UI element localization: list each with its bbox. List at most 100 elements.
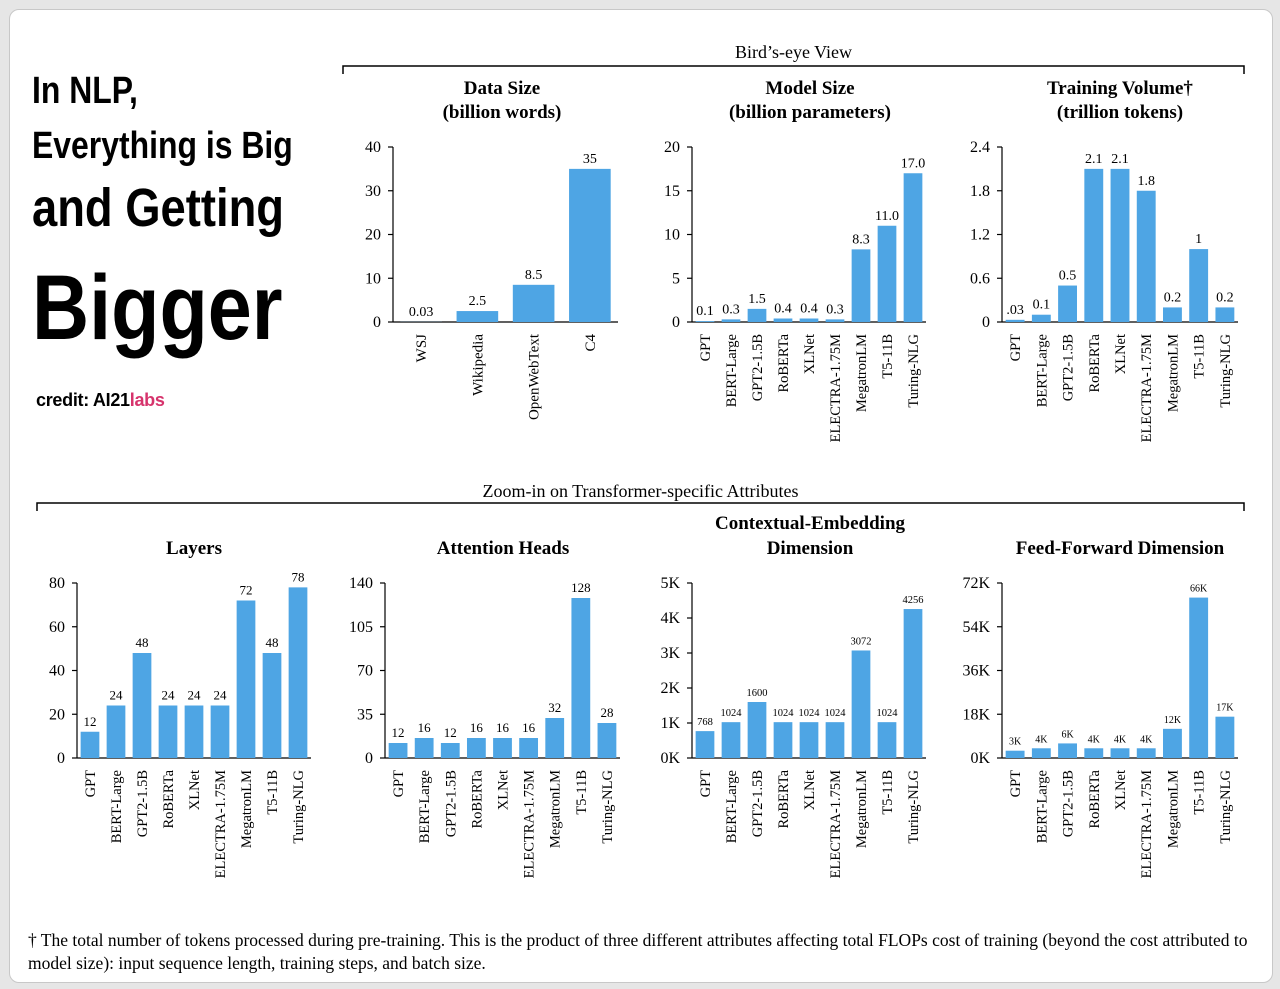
chart-5-ytick-label: 0K [660, 750, 680, 767]
chart-4-ytick-label: 70 [357, 663, 373, 680]
chart-1-bar [825, 319, 845, 322]
chart-1-title-line-0: Model Size [765, 78, 854, 99]
chart-6-category-label: GPT2-1.5B [1061, 770, 1077, 837]
headline-line-4: Bigger [32, 257, 283, 359]
chart-1-ytick-label: 5 [672, 270, 680, 287]
chart-4-value-label: 12 [392, 725, 405, 740]
chart-2-category-label: XLNet [1113, 334, 1129, 374]
chart-3-value-label: 24 [110, 688, 124, 703]
chart-4-ytick-label: 35 [357, 706, 373, 723]
chart-2-bar [1031, 314, 1051, 322]
section-bracket-bottom [36, 502, 1245, 511]
chart-6-category-label: GPT [1008, 770, 1024, 798]
chart-0-bar [456, 311, 499, 322]
chart-5-bar [721, 722, 741, 758]
chart-2-category-label: Turing-NLG [1218, 333, 1234, 407]
chart-0-value-label: 2.5 [469, 294, 487, 309]
chart-2-value-label: 0.5 [1059, 269, 1077, 284]
chart-4-value-label: 32 [548, 700, 561, 715]
chart-0-category-label: WSJ [414, 334, 430, 363]
chart-4-bar [388, 743, 408, 758]
chart-4-category-label: ELECTRA-1.75M [522, 770, 538, 878]
chart-3-ytick-label: 20 [49, 706, 65, 723]
chart-2-bar [1163, 307, 1182, 322]
chart-6-value-label: 3K [1009, 737, 1022, 748]
chart-6-category-label: Turing-NLG [1218, 769, 1234, 843]
chart-6-bar [1058, 743, 1077, 758]
chart-0-category-label: OpenWebText [527, 333, 543, 420]
chart-6-category-label: MegatronLM [1165, 770, 1181, 848]
chart-3-category-label: RoBERTa [161, 769, 177, 828]
chart-1-category-label: MegatronLM [854, 334, 870, 412]
chart-3-category-label: ELECTRA-1.75M [213, 770, 229, 878]
chart-5-title-line-1: Dimension [767, 538, 854, 559]
chart-5-ytick-label: 4K [660, 610, 680, 627]
chart-4-category-label: RoBERTa [469, 769, 485, 828]
chart-5-ytick-label: 5K [660, 575, 680, 592]
chart-2-value-label: .03 [1006, 303, 1024, 318]
chart-0-ytick-label: 40 [365, 139, 381, 156]
chart-5-category-label: RoBERTa [776, 769, 792, 828]
chart-3-value-label: 48 [136, 635, 149, 650]
chart-4-bar [440, 743, 460, 758]
chart-5-value-label: 768 [697, 717, 713, 728]
chart-2-value-label: 1 [1195, 232, 1202, 247]
chart-5-bar [799, 722, 819, 758]
chart-2-category-label: T5-11B [1192, 334, 1208, 379]
chart-6-bar [1031, 748, 1051, 758]
chart-1-ytick-label: 0 [672, 314, 680, 331]
chart-0-ytick-label: 30 [365, 183, 381, 200]
chart-5-value-label: 4256 [903, 595, 924, 606]
figure-card [9, 9, 1273, 983]
chart-4-category-label: XLNet [496, 770, 512, 810]
chart-1-category-label: BERT-Large [724, 334, 740, 407]
chart-6-category-label: BERT-Large [1034, 770, 1050, 843]
chart-0-category-label: C4 [583, 334, 599, 352]
chart-2-value-label: 0.2 [1216, 290, 1234, 305]
chart-1-title-line-1: (billion parameters) [729, 102, 891, 123]
chart-5-ytick-label: 3K [660, 645, 680, 662]
chart-4-bar [519, 738, 539, 758]
chart-1-category-label: ELECTRA-1.75M [828, 334, 844, 442]
chart-5-value-label: 1600 [747, 688, 768, 699]
credit-prefix: credit: [36, 390, 89, 410]
chart-3-bar [210, 705, 230, 758]
chart-1-value-label: 0.4 [774, 302, 792, 317]
chart-5-value-label: 1024 [799, 708, 821, 719]
chart-1-category-label: RoBERTa [776, 333, 792, 392]
chart-4-value-label: 12 [444, 725, 457, 740]
chart-6-ytick-label: 36K [962, 663, 990, 680]
chart-5-bar [747, 702, 767, 758]
chart-3-ytick-label: 80 [49, 575, 65, 592]
chart-1-bar [773, 318, 793, 322]
chart-6-category-label: RoBERTa [1087, 769, 1103, 828]
credit-brand-logo: AI21labs [93, 390, 165, 410]
chart-4-title-line-0: Attention Heads [437, 538, 569, 559]
headline-line-2: Everything is Big [32, 125, 293, 167]
chart-2-category-label: GPT [1008, 334, 1024, 362]
chart-0-value-label: 0.03 [409, 305, 434, 320]
chart-1-value-label: 1.5 [748, 292, 766, 307]
chart-6-bar [1215, 716, 1235, 758]
chart-4-value-label: 28 [600, 705, 613, 720]
chart-5-bar [877, 722, 897, 758]
chart-1-value-label: 8.3 [852, 232, 870, 247]
chart-5-bar [903, 609, 923, 758]
chart-5-ytick-label: 2K [660, 680, 680, 697]
chart-5-bar [825, 722, 845, 758]
chart-0-value-label: 8.5 [525, 268, 543, 283]
chart-2-value-label: 2.1 [1085, 152, 1103, 167]
chart-0-title-line-1: (billion words) [443, 102, 562, 123]
chart-2-value-label: 0.1 [1033, 298, 1051, 313]
chart-1-bar [721, 319, 741, 322]
chart-6-ytick-label: 72K [962, 575, 990, 592]
chart-1-value-label: 0.1 [696, 304, 714, 319]
chart-4-value-label: 128 [571, 580, 591, 595]
chart-3-category-label: GPT2-1.5B [135, 770, 151, 837]
section-title-bottom: Zoom-in on Transformer-specific Attribut… [482, 481, 798, 501]
chart-3-value-label: 12 [84, 714, 97, 729]
chart-3-bar [80, 731, 100, 758]
chart-1-ytick-label: 10 [664, 227, 680, 244]
chart-6-ytick-label: 0K [970, 750, 990, 767]
chart-2-bar [1189, 249, 1209, 322]
